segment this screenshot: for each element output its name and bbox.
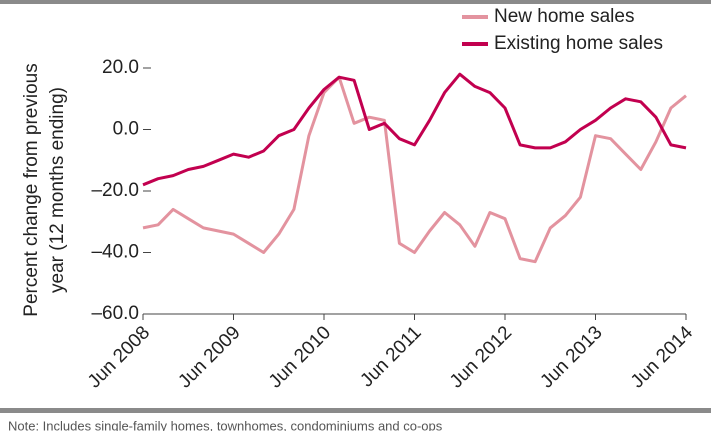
bottom-rule bbox=[0, 408, 711, 413]
y-tick-label: 20.0 bbox=[102, 57, 139, 78]
x-tick-label: Jun 2008 bbox=[84, 322, 154, 392]
note: Note: Includes single-family homes, town… bbox=[8, 418, 443, 431]
y-tick-label: –60.0 bbox=[91, 303, 139, 324]
top-rule bbox=[0, 0, 711, 4]
x-tick-label: Jun 2010 bbox=[265, 322, 335, 392]
legend-label: New home sales bbox=[494, 6, 634, 27]
x-tick-label: Jun 2012 bbox=[446, 322, 516, 392]
legend-label: Existing home sales bbox=[494, 33, 663, 54]
y-axis-label: Percent change from previous year (12 mo… bbox=[21, 63, 68, 316]
line-series bbox=[142, 75, 687, 264]
y-label-line: year (12 months ending) bbox=[47, 87, 68, 293]
x-tick-label: Jun 2013 bbox=[536, 322, 606, 392]
x-tick-label: Jun 2011 bbox=[356, 322, 425, 391]
y-label-line: Percent change from previous bbox=[21, 63, 42, 316]
x-tick-label: Jun 2009 bbox=[174, 322, 244, 392]
y-tick-label: –20.0 bbox=[91, 180, 139, 201]
y-tick-label: –40.0 bbox=[91, 242, 139, 263]
line-series bbox=[142, 72, 687, 187]
x-tick-label: Jun 2014 bbox=[627, 322, 697, 392]
y-tick-label: 0.0 bbox=[113, 119, 139, 140]
